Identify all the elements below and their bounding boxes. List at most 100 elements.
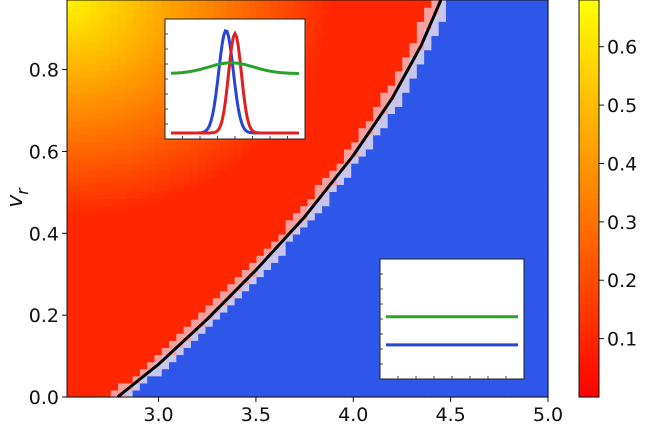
heatmap-cell: [438, 241, 447, 249]
heatmap-cell: [271, 290, 279, 299]
heatmap-cell: [460, 70, 469, 79]
heatmap-cell: [81, 7, 90, 15]
heatmap-cell: [358, 304, 367, 313]
heatmap-cell: [373, 106, 381, 115]
heatmap-cell: [169, 14, 177, 22]
heatmap-cell: [154, 297, 163, 306]
heatmap-cell: [176, 198, 185, 207]
heatmap-cell: [198, 0, 207, 8]
heatmap-cell: [314, 28, 323, 37]
heatmap-cell: [365, 28, 374, 37]
heatmap-cell: [198, 191, 207, 200]
heatmap-cell: [227, 248, 236, 256]
heatmap-cell: [387, 120, 396, 129]
heatmap-cell: [154, 191, 163, 200]
heatmap-cell: [271, 248, 279, 256]
heatmap-cell: [431, 177, 440, 185]
heatmap-cell: [212, 333, 221, 341]
heatmap-cell: [489, 127, 498, 136]
heatmap-cell: [373, 297, 381, 306]
heatmap-cell: [365, 269, 374, 278]
heatmap-cell: [139, 0, 148, 8]
heatmap-cell: [161, 269, 170, 278]
heatmap-cell: [88, 63, 97, 72]
heatmap-cell: [438, 120, 447, 129]
heatmap-cell: [74, 311, 83, 320]
heatmap-cell: [329, 375, 338, 384]
heatmap-cell: [343, 99, 352, 107]
heatmap-cell: [511, 70, 520, 79]
heatmap-cell: [409, 113, 418, 122]
heatmap-cell: [322, 205, 330, 214]
heatmap-cell: [358, 63, 367, 72]
heatmap-cell: [511, 375, 520, 384]
heatmap-cell: [482, 56, 491, 65]
heatmap-cell: [504, 0, 513, 8]
heatmap-cell: [475, 212, 484, 221]
heatmap-cell: [300, 276, 309, 285]
heatmap-cell: [467, 77, 476, 86]
heatmap-cell: [110, 226, 119, 235]
heatmap-cell: [394, 127, 403, 136]
heatmap-cell: [526, 155, 535, 164]
heatmap-cell: [161, 148, 170, 157]
heatmap-cell: [139, 99, 148, 107]
heatmap-cell: [183, 198, 192, 207]
heatmap-cell: [271, 7, 279, 15]
heatmap-cell: [387, 28, 396, 37]
heatmap-cell: [358, 148, 367, 157]
heatmap-cell: [489, 14, 498, 22]
heatmap-cell: [271, 382, 279, 391]
heatmap-cell: [351, 163, 360, 171]
heatmap-cell: [110, 92, 119, 100]
heatmap-cell: [365, 205, 374, 214]
heatmap-cell: [496, 226, 505, 235]
heatmap-cell: [139, 127, 148, 136]
heatmap-cell: [169, 148, 177, 157]
heatmap-cell: [424, 212, 432, 221]
heatmap-cell: [285, 354, 294, 363]
heatmap-cell: [161, 262, 170, 270]
heatmap-cell: [118, 191, 126, 200]
heatmap-cell: [394, 170, 403, 178]
heatmap-cell: [190, 311, 199, 320]
heatmap-cell: [67, 163, 75, 171]
heatmap-cell: [249, 212, 258, 221]
heatmap-cell: [176, 262, 185, 270]
heatmap-cell: [489, 21, 498, 29]
heatmap-cell: [322, 297, 330, 306]
heatmap-cell: [329, 262, 338, 270]
heatmap-cell: [467, 219, 476, 228]
y-tick-label: 0.0: [29, 387, 59, 409]
heatmap-cell: [402, 184, 411, 193]
heatmap-cell: [431, 0, 440, 8]
heatmap-cell: [96, 255, 105, 263]
heatmap-cell: [81, 311, 90, 320]
heatmap-cell: [81, 63, 90, 72]
heatmap-cell: [358, 382, 367, 391]
inset-frame: [379, 258, 525, 380]
heatmap-cell: [409, 198, 418, 207]
heatmap-cell: [169, 191, 177, 200]
heatmap-cell: [285, 347, 294, 356]
heatmap-cell: [67, 319, 75, 327]
heatmap-cell: [292, 333, 301, 341]
heatmap-cell: [322, 113, 330, 122]
heatmap-cell: [132, 49, 141, 58]
heatmap-cell: [169, 155, 177, 164]
heatmap-cell: [445, 219, 454, 228]
heatmap-cell: [132, 134, 141, 143]
heatmap-cell: [256, 269, 265, 278]
heatmap-cell: [453, 134, 462, 143]
heatmap-cell: [416, 92, 425, 100]
heatmap-cell: [263, 241, 272, 249]
heatmap-cell: [387, 141, 396, 150]
heatmap-cell: [431, 141, 440, 150]
heatmap-cell: [103, 134, 112, 143]
heatmap-cell: [271, 205, 279, 214]
heatmap-cell: [183, 361, 192, 370]
heatmap-cell: [241, 219, 250, 228]
heatmap-cell: [409, 7, 418, 15]
heatmap-cell: [314, 85, 323, 93]
heatmap-cell: [496, 163, 505, 171]
